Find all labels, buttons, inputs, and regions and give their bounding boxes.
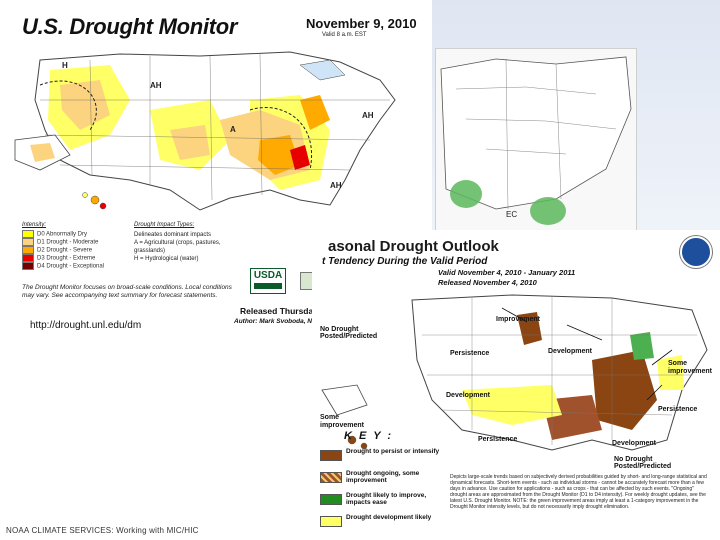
outlook-key: Drought to persist or intensify Drought … [320,448,440,538]
outlook-released: Released November 4, 2010 [438,278,537,287]
key-swatch [320,516,342,527]
monitor-title: U.S. Drought Monitor [22,14,238,39]
intensity-item: D2 Drought - Severe [22,246,104,254]
slide-footer: NOAA CLIMATE SERVICES: Working with MIC/… [6,526,199,535]
key-label: Drought development likely [346,514,432,521]
key-item: Drought to persist or intensify [320,448,440,466]
usda-logo: USDA [250,268,286,294]
impact-item: A = Agricultural (crops, pastures, grass… [134,240,221,254]
swatch-d0 [22,230,34,238]
label-persistence: Persistence [450,350,490,357]
key-item: Drought ongoing, some improvement [320,470,440,488]
key-label: Drought likely to improve, impacts ease [346,492,427,506]
footer-rest: Working with MIC/HIC [113,526,199,535]
swatch-d4 [22,262,34,270]
drought-monitor-panel: U.S. Drought Monitor November 9, 2010 Va… [0,0,432,345]
svg-text:H: H [62,61,68,70]
label-improvement: Improvement [496,316,540,323]
outlook-note: Depicts large-scale trends based on subj… [450,474,707,510]
label-some-improvement: Some improvement [668,360,712,375]
svg-text:AH: AH [330,181,342,190]
key-title: K E Y : [344,430,394,442]
intensity-item: D1 Drought - Moderate [22,238,104,246]
intensity-label: D0 Abnormally Dry [37,231,88,238]
intensity-label: D3 Drought - Extreme [37,255,96,262]
key-swatch [320,494,342,505]
seasonal-outlook-panel: asonal Drought Outlook t Tendency During… [312,230,720,540]
key-item: Drought likely to improve, impacts ease [320,492,440,510]
us-drought-map: H AH A AH AH [14,51,396,211]
key-item: Drought development likely [320,514,440,532]
key-swatch [320,472,342,483]
usda-logo-text: USDA [253,270,283,281]
swatch-d1 [22,238,34,246]
label-development: Development [446,392,490,399]
impact-item: H = Hydrological (water) [134,256,199,262]
svg-text:AH: AH [362,111,374,120]
monitor-date: November 9, 2010 [306,16,417,31]
intensity-item: D0 Abnormally Dry [22,230,104,238]
intensity-item: D3 Drought - Extreme [22,254,104,262]
swatch-d3 [22,254,34,262]
impact-item: Delineates dominant impacts [134,232,212,238]
swatch-d2 [22,246,34,254]
monitor-note: The Drought Monitor focuses on broad-sca… [22,284,232,299]
label-no-drought: No Drought Posted/Predicted [320,326,378,340]
impact-heading: Drought Impact Types: [134,222,195,228]
intensity-heading: Intensity: [22,222,47,228]
north-america-map: EC [435,48,637,250]
outlook-subtitle: t Tendency During the Valid Period [322,256,488,267]
intensity-item: D4 Drought - Exceptional [22,262,104,270]
label-persistence: Persistence [658,406,698,413]
intensity-legend: D0 Abnormally Dry D1 Drought - Moderate … [22,230,104,270]
key-label: Drought to persist or intensify [346,448,440,455]
monitor-valid: Valid 8 a.m. EST [322,32,367,38]
intensity-label: D4 Drought - Exceptional [37,263,105,270]
label-development: Development [548,348,592,355]
outlook-valid: Valid November 4, 2010 - January 2011 [438,268,576,277]
impact-legend: Delineates dominant impacts A = Agricult… [134,231,234,263]
footer-org: NOAA CLIMATE SERVICES: [6,526,114,535]
label-development: Development [612,440,656,447]
label-some-improvement: Some improvement [320,414,364,429]
outlook-map [321,294,708,451]
intensity-label: D1 Drought - Moderate [37,239,99,246]
monitor-url[interactable]: http://drought.unl.edu/dm [30,320,142,331]
outlook-title: asonal Drought Outlook [328,238,499,255]
label-persistence: Persistence [478,436,518,443]
label-no-drought: No Drought Posted/Predicted [614,456,672,470]
svg-text:EC: EC [506,210,517,219]
key-swatch [320,450,342,461]
svg-text:A: A [230,125,236,134]
north-america-map-graphic: EC [440,56,632,225]
key-label: Drought ongoing, some improvement [346,470,420,484]
noaa-logo [680,236,712,268]
intensity-label: D2 Drought - Severe [37,247,93,254]
svg-text:AH: AH [150,81,162,90]
